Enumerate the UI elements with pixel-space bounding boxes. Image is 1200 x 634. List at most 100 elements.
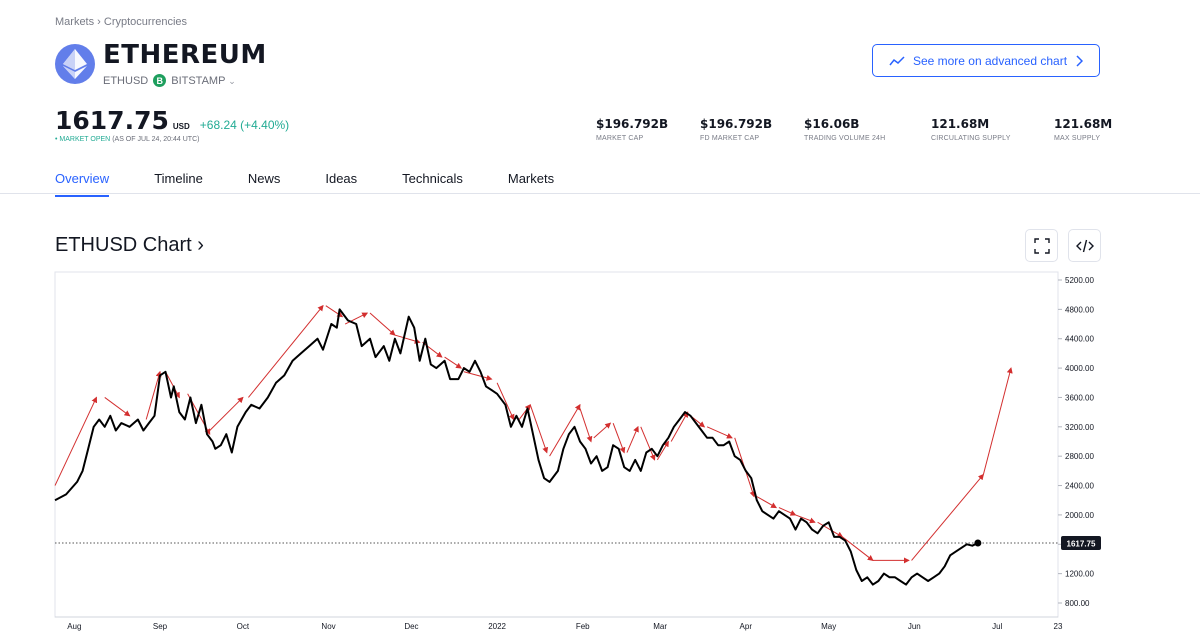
y-tick-label: 4400.00 — [1065, 335, 1094, 344]
as-of-timestamp: (AS OF JUL 24, 20:44 UTC) — [112, 136, 200, 143]
annotation-arrow — [518, 403, 531, 420]
x-tick-label: Apr — [740, 622, 753, 631]
chart-title-link[interactable]: ETHUSD Chart › — [55, 234, 204, 256]
tab-ideas[interactable]: Ideas — [325, 171, 358, 186]
breadcrumb[interactable]: Markets › Cryptocurrencies — [55, 16, 188, 28]
embed-code-icon — [1075, 239, 1094, 252]
x-tick-label: May — [821, 622, 836, 631]
tab-overview[interactable]: Overview — [55, 171, 110, 197]
annotation-arrow — [579, 408, 593, 443]
annotation-arrow — [982, 367, 1013, 475]
y-tick-label: 2800.00 — [1065, 452, 1094, 461]
annotation-arrow — [911, 473, 985, 561]
stat-value: $16.06B — [804, 117, 860, 131]
tab-news[interactable]: News — [247, 171, 281, 186]
annotation-arrow — [104, 397, 131, 417]
last-price: 1617.75 — [55, 106, 169, 135]
embed-button[interactable] — [1068, 229, 1101, 262]
tab-technicals[interactable]: Technicals — [402, 171, 463, 186]
chevron-down-icon: ⌄ — [228, 75, 236, 86]
last-price-tag-label: 1617.75 — [1067, 539, 1096, 548]
stat-max-supply: 121.68M MAX SUPPLY — [1054, 117, 1112, 142]
stat-label: FD MARKET CAP — [700, 135, 760, 142]
y-tick-label: 4800.00 — [1065, 305, 1094, 314]
annotation-arrow — [626, 425, 639, 453]
chevron-right-icon — [1076, 54, 1084, 67]
exchange-selector[interactable]: BITSTAMP ⌄ — [171, 75, 236, 87]
annotation-arrow — [593, 422, 612, 439]
annotation-arrow — [656, 440, 669, 461]
annotation-arrow — [54, 396, 98, 486]
stat-value: 121.68M — [1054, 117, 1113, 131]
tab-divider — [0, 193, 1200, 194]
annotation-arrow — [640, 426, 656, 461]
x-tick-label: Oct — [237, 622, 250, 631]
stat-market-cap: $196.792B MARKET CAP — [596, 117, 668, 142]
x-tick-label: Nov — [321, 622, 335, 631]
status-dot-icon: • — [55, 136, 58, 143]
y-tick-label: 3600.00 — [1065, 393, 1094, 402]
annotation-arrow — [706, 426, 733, 439]
symbol-label: ETHUSD — [103, 74, 149, 87]
line-chart-icon — [889, 55, 905, 65]
annotation-arrow — [612, 422, 626, 454]
annotation-arrow — [756, 496, 778, 509]
annotation-arrow — [496, 382, 515, 421]
page-title: ETHEREUM — [103, 40, 267, 70]
tab-markets[interactable]: Markets — [507, 171, 555, 186]
stat-value: $196.792B — [700, 117, 773, 131]
y-tick-label: 800.00 — [1065, 599, 1090, 608]
x-tick-label: Jul — [992, 622, 1002, 631]
x-tick-label: Dec — [404, 622, 418, 631]
advanced-chart-button[interactable]: See more on advanced chart — [872, 44, 1100, 77]
annotation-arrow — [344, 312, 369, 325]
annotation-arrow — [463, 371, 493, 381]
price-series-line — [54, 308, 979, 586]
stat-value: $196.792B — [596, 117, 669, 131]
advanced-chart-label: See more on advanced chart — [912, 53, 1068, 68]
annotation-arrow — [444, 356, 463, 369]
x-tick-label: Sep — [153, 622, 168, 631]
annotation-arrow — [795, 514, 816, 524]
x-tick-label: Aug — [67, 622, 81, 631]
fullscreen-button[interactable] — [1025, 229, 1058, 262]
stat-label: CIRCULATING SUPPLY — [931, 135, 1011, 142]
y-tick-label: 4000.00 — [1065, 364, 1094, 373]
y-tick-label: 1200.00 — [1065, 570, 1094, 579]
exchange-label: BITSTAMP — [171, 74, 226, 87]
annotation-arrow — [248, 304, 324, 398]
y-tick-label: 2000.00 — [1065, 511, 1094, 520]
x-tick-label: Mar — [653, 622, 667, 631]
ethereum-logo-icon — [55, 44, 95, 84]
stat-circulating-supply: 121.68M CIRCULATING SUPPLY — [931, 117, 1011, 142]
tab-bar: Overview Timeline News Ideas Technicals … — [55, 171, 599, 197]
x-tick-label: Feb — [576, 622, 590, 631]
y-tick-label: 2400.00 — [1065, 482, 1094, 491]
annotation-arrow — [549, 403, 581, 457]
stat-label: MARKET CAP — [596, 135, 644, 142]
annotation-arrow — [165, 371, 180, 399]
price-change: +68.24 (+4.40%) — [199, 118, 290, 132]
x-tick-label: Jun — [908, 622, 921, 631]
stat-value: 121.68M — [931, 117, 990, 131]
annotation-arrow — [369, 312, 396, 336]
annotation-arrow — [145, 370, 162, 420]
annotation-arrow — [842, 536, 874, 562]
annotation-arrow — [209, 396, 244, 431]
bitstamp-badge-icon: B — [153, 74, 167, 87]
y-tick-label: 3200.00 — [1065, 423, 1094, 432]
stat-fd-market-cap: $196.792B FD MARKET CAP — [700, 117, 772, 142]
annotation-arrow — [529, 404, 549, 454]
annotation-arrow — [422, 341, 443, 358]
currency-label: USD — [172, 122, 190, 131]
stat-label: TRADING VOLUME 24H — [804, 135, 886, 142]
x-tick-label: 2022 — [488, 622, 506, 631]
market-status: • MARKET OPEN (AS OF JUL 24, 20:44 UTC) — [55, 136, 199, 143]
annotation-arrow — [670, 411, 689, 442]
tab-timeline[interactable]: Timeline — [154, 171, 203, 186]
stat-label: MAX SUPPLY — [1054, 135, 1101, 142]
last-price-tag — [1061, 535, 1101, 550]
y-tick-label: 5200.00 — [1065, 276, 1094, 285]
symbol-line: ETHUSD B BITSTAMP ⌄ — [103, 74, 236, 87]
